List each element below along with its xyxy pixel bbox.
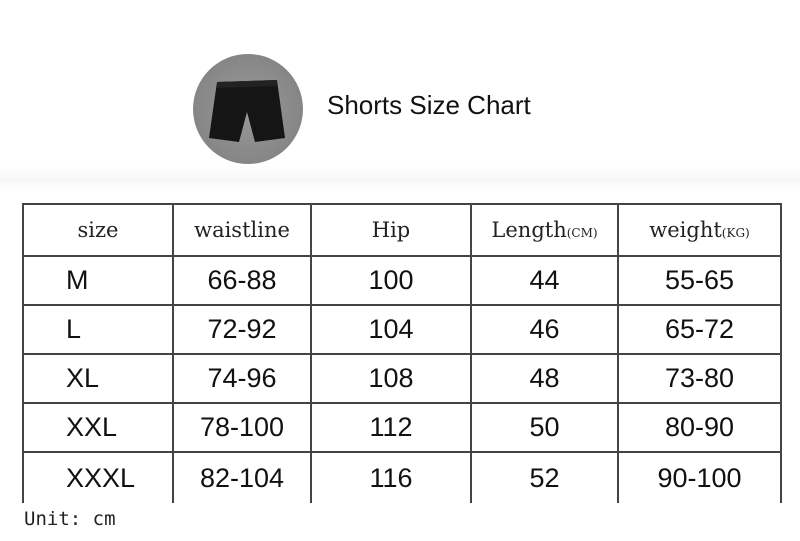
- table-cell: L: [22, 304, 174, 355]
- header-waistline: waistline: [172, 203, 312, 256]
- table-cell: 82-104: [172, 451, 312, 503]
- table-row: XL 74-96 108 48 73-80: [22, 353, 782, 404]
- table-cell: 112: [310, 402, 472, 453]
- table-row: L 72-92 104 46 65-72: [22, 304, 782, 355]
- table-cell: 50: [470, 402, 619, 453]
- shorts-product-photo: [193, 54, 303, 164]
- table-cell: 66-88: [172, 255, 312, 306]
- header-size: size: [22, 203, 174, 256]
- size-chart-table: size waistline Hip Length(CM) weight(KG)…: [22, 203, 782, 503]
- table-cell: 72-92: [172, 304, 312, 355]
- table-row: XXXL 82-104 116 52 90-100: [22, 451, 782, 503]
- table-cell: M: [22, 255, 174, 306]
- table-cell: 80-90: [617, 402, 782, 453]
- header-weight: weight(KG): [617, 203, 782, 256]
- table-header-row: size waistline Hip Length(CM) weight(KG): [22, 203, 782, 256]
- divider-band: [0, 165, 800, 193]
- table-cell: 108: [310, 353, 472, 404]
- header-length: Length(CM): [470, 203, 619, 256]
- table-row: XXL 78-100 112 50 80-90: [22, 402, 782, 453]
- table-cell: 48: [470, 353, 619, 404]
- table-cell: XXXL: [22, 451, 174, 503]
- table-cell: 74-96: [172, 353, 312, 404]
- table-cell: XL: [22, 353, 174, 404]
- table-cell: 78-100: [172, 402, 312, 453]
- table-cell: 100: [310, 255, 472, 306]
- table-cell: 73-80: [617, 353, 782, 404]
- table-cell: 46: [470, 304, 619, 355]
- page-title: Shorts Size Chart: [327, 90, 531, 120]
- header-hip: Hip: [310, 203, 472, 256]
- table-cell: XXL: [22, 402, 174, 453]
- table-cell: 44: [470, 255, 619, 306]
- table-row: M 66-88 100 44 55-65: [22, 255, 782, 306]
- table-cell: 104: [310, 304, 472, 355]
- shorts-icon: [209, 80, 285, 142]
- table-cell: 65-72: [617, 304, 782, 355]
- table-cell: 116: [310, 451, 472, 503]
- unit-note: Unit: cm: [24, 508, 116, 530]
- table-cell: 90-100: [617, 451, 782, 503]
- table-cell: 55-65: [617, 255, 782, 306]
- table-cell: 52: [470, 451, 619, 503]
